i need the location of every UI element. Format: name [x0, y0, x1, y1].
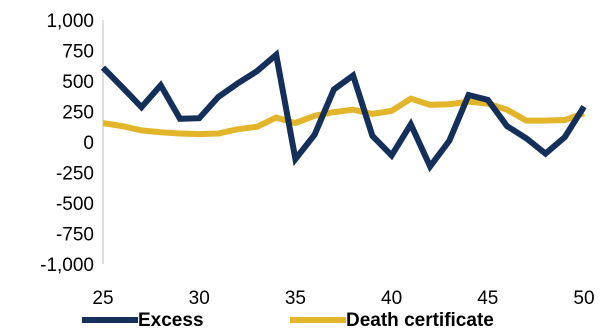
y-tick-label: 500 — [62, 72, 94, 93]
y-tick-label: -250 — [56, 164, 94, 185]
series-line-death-certificate — [102, 95, 585, 138]
x-tick-label: 45 — [477, 288, 498, 309]
x-tick-label: 50 — [573, 288, 594, 309]
legend-item: Excess — [82, 310, 204, 331]
x-tick-label: 35 — [285, 288, 306, 309]
y-tick-label: 750 — [62, 42, 94, 63]
y-axis-tick-labels: 1,000 750 500 250 0 -250 -500 -750 -1,000 — [40, 11, 94, 276]
y-tick-label: 0 — [83, 133, 94, 154]
series-line-excess — [100, 49, 587, 173]
x-tick-label: 40 — [381, 288, 402, 309]
y-tick-label: 1,000 — [46, 11, 94, 32]
x-tick-label: 25 — [92, 288, 113, 309]
legend: Excess Death certificate — [82, 310, 494, 331]
legend-label: Death certificate — [346, 310, 494, 331]
y-tick-label: -500 — [56, 194, 94, 215]
y-tick-label: -1,000 — [40, 255, 94, 276]
legend-label: Excess — [138, 310, 204, 331]
series-lines — [100, 49, 587, 173]
y-tick-label: -750 — [56, 225, 94, 246]
x-axis-tick-labels: 25 30 35 40 45 50 — [92, 288, 594, 309]
legend-item: Death certificate — [290, 310, 494, 331]
y-tick-label: 250 — [62, 103, 94, 124]
x-tick-label: 30 — [189, 288, 210, 309]
